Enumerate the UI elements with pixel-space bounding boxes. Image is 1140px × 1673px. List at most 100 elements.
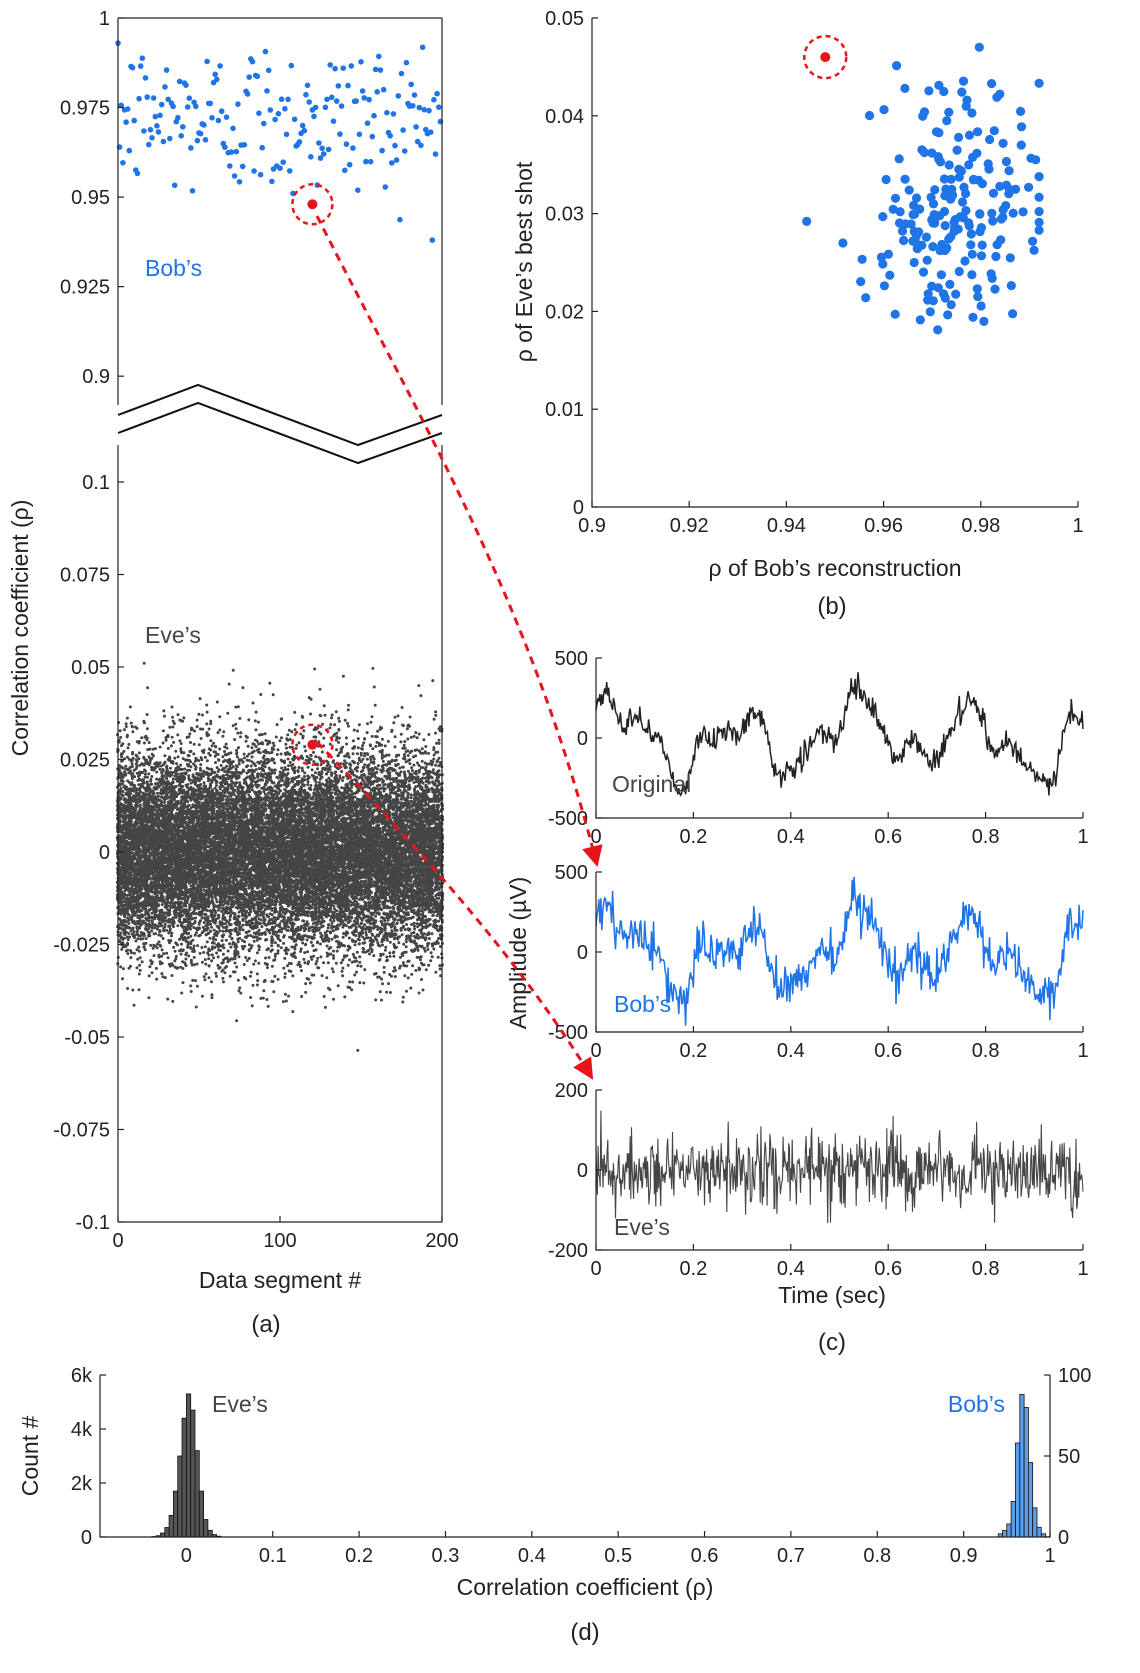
bob-point — [123, 119, 129, 125]
bob-point — [155, 129, 162, 135]
eve-point — [304, 990, 308, 994]
bob-point — [338, 103, 345, 109]
bob-point — [228, 149, 235, 155]
bob-point — [346, 161, 353, 168]
eve-point — [297, 741, 301, 745]
eve-point — [194, 916, 197, 920]
bob-point — [329, 94, 335, 101]
eve-point — [412, 924, 416, 928]
bob-point — [150, 95, 157, 101]
bob-point — [361, 95, 368, 101]
eve-point — [381, 759, 385, 763]
bob-point — [340, 65, 347, 71]
eve-point — [192, 752, 196, 756]
bob-point — [207, 100, 214, 107]
bob-point — [144, 94, 150, 100]
eve-point — [247, 718, 251, 722]
eve-point — [306, 783, 310, 787]
eve-point — [438, 967, 442, 971]
eve-point — [401, 869, 405, 873]
bob-point — [382, 184, 389, 190]
bob-point — [431, 96, 437, 103]
bob-point — [320, 151, 327, 157]
eve-point — [224, 938, 228, 942]
bob-point — [157, 112, 163, 119]
eve-point — [386, 918, 390, 922]
bob-point — [236, 179, 243, 185]
bob-point — [312, 104, 319, 111]
eve-point — [236, 940, 240, 944]
eve-point — [173, 949, 177, 953]
eve-point — [257, 928, 261, 932]
eve-point — [138, 963, 142, 967]
eve-point — [180, 991, 184, 995]
eve-point — [277, 930, 281, 934]
bob-point — [175, 114, 181, 121]
eve-point — [383, 744, 387, 748]
eve-point — [180, 942, 183, 946]
bob-point — [178, 133, 184, 139]
eve-point — [219, 764, 223, 767]
bob-point — [282, 106, 288, 112]
bob-point — [163, 67, 170, 73]
eve-point — [361, 744, 365, 748]
eve-point — [280, 930, 283, 934]
eve-point — [405, 989, 408, 993]
bob-point — [403, 59, 410, 66]
eve-point — [259, 996, 263, 1000]
eve-point — [319, 955, 323, 959]
bob-point — [327, 62, 334, 68]
eve-point — [144, 937, 148, 941]
eve-point — [405, 923, 408, 926]
bob-point — [218, 108, 225, 114]
eve-point — [215, 951, 219, 955]
eve-point — [285, 746, 288, 750]
bob-point — [359, 88, 366, 94]
eve-point — [209, 719, 213, 723]
eve-point — [153, 747, 157, 751]
eve-point — [158, 745, 162, 749]
bob-point — [316, 140, 322, 146]
bob-point — [160, 138, 167, 145]
eve-point — [166, 746, 170, 750]
eve-point — [369, 720, 373, 724]
eve-point — [264, 956, 267, 960]
eve-point — [424, 745, 428, 748]
bob-point — [186, 95, 193, 101]
bob-point — [256, 110, 262, 116]
bob-point — [291, 116, 298, 123]
eve-point — [363, 737, 367, 741]
eve-point — [208, 753, 212, 757]
eve-point — [392, 721, 396, 725]
bob-point — [426, 107, 432, 114]
eve-point — [410, 972, 414, 976]
eve-point — [125, 716, 129, 720]
eve-point — [393, 925, 397, 929]
bob-point — [149, 135, 155, 141]
bob-point — [363, 158, 369, 165]
eve-point — [270, 964, 274, 968]
eve-point — [261, 996, 265, 1000]
eve-point — [410, 923, 414, 926]
bob-point — [414, 138, 421, 145]
bob-point — [324, 96, 330, 103]
bob-point — [134, 170, 141, 177]
eve-point — [127, 742, 131, 746]
bob-point — [348, 63, 355, 69]
eve-point — [228, 915, 232, 919]
eve-point — [333, 723, 337, 727]
bob-point — [416, 104, 423, 111]
bob-point — [170, 103, 176, 110]
bob-point — [306, 99, 313, 105]
bob-point — [372, 66, 379, 73]
eve-point — [226, 949, 230, 953]
eve-point — [336, 984, 340, 988]
eve-point — [169, 934, 173, 938]
eve-point — [195, 718, 199, 722]
eve-point — [152, 954, 156, 958]
eve-point — [412, 763, 416, 767]
eve-point — [355, 959, 359, 963]
eve-point — [228, 974, 232, 978]
eve-point — [320, 974, 324, 978]
bob-point — [436, 104, 442, 110]
